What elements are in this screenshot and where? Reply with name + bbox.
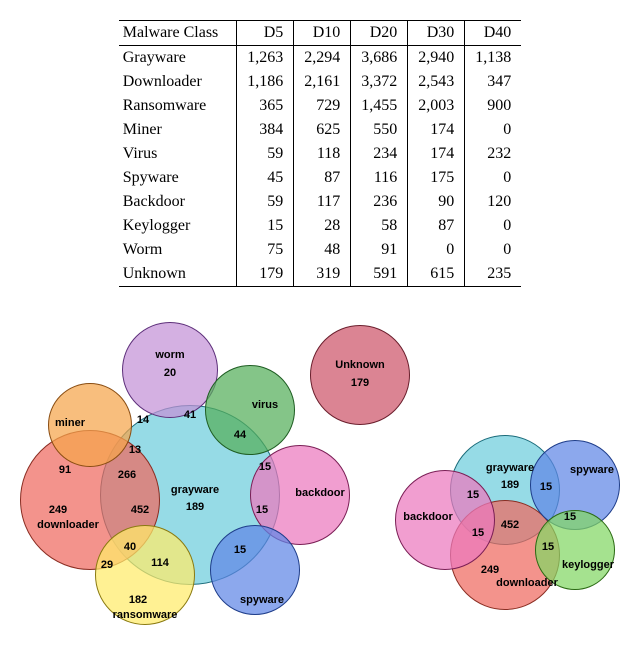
- table-cell: Miner: [119, 118, 237, 142]
- table-cell: 3,686: [351, 46, 408, 71]
- table-cell: 3,372: [351, 70, 408, 94]
- table-row: Virus59118234174232: [119, 142, 522, 166]
- table-cell: 15: [237, 214, 294, 238]
- table-cell: 0: [465, 214, 522, 238]
- table-cell: 116: [351, 166, 408, 190]
- table-cell: 2,161: [294, 70, 351, 94]
- table-cell: 59: [237, 190, 294, 214]
- table-cell: 2,940: [408, 46, 465, 71]
- table-cell: 45: [237, 166, 294, 190]
- table-cell: 48: [294, 238, 351, 262]
- table-cell: Keylogger: [119, 214, 237, 238]
- table-row: Ransomware3657291,4552,003900: [119, 94, 522, 118]
- col-header: D40: [465, 21, 522, 46]
- table-cell: Downloader: [119, 70, 237, 94]
- table-cell: 118: [294, 142, 351, 166]
- venn-circle-keylogger2: [535, 510, 615, 590]
- table-cell: Unknown: [119, 262, 237, 287]
- table-cell: 235: [465, 262, 522, 287]
- table-cell: 0: [408, 238, 465, 262]
- venn-circle-unknown: [310, 325, 410, 425]
- venn-circle-worm: [122, 322, 218, 418]
- table-row: Keylogger152858870: [119, 214, 522, 238]
- table-cell: 2,294: [294, 46, 351, 71]
- table-cell: 365: [237, 94, 294, 118]
- table-cell: 550: [351, 118, 408, 142]
- table-cell: 175: [408, 166, 465, 190]
- table-row: Miner3846255501740: [119, 118, 522, 142]
- table-cell: 319: [294, 262, 351, 287]
- table-cell: 87: [294, 166, 351, 190]
- table-cell: 900: [465, 94, 522, 118]
- table-row: Downloader1,1862,1613,3722,543347: [119, 70, 522, 94]
- table-cell: 174: [408, 118, 465, 142]
- table-cell: 59: [237, 142, 294, 166]
- table-cell: 2,003: [408, 94, 465, 118]
- table-cell: 120: [465, 190, 522, 214]
- table-cell: 729: [294, 94, 351, 118]
- col-header: Malware Class: [119, 21, 237, 46]
- table-cell: 87: [408, 214, 465, 238]
- table-cell: 1,263: [237, 46, 294, 71]
- table-cell: 232: [465, 142, 522, 166]
- venn-circle-ransomware: [95, 525, 195, 625]
- table-cell: 384: [237, 118, 294, 142]
- venn-circle-backdoor2: [395, 470, 495, 570]
- table-row: Spyware45871161750: [119, 166, 522, 190]
- table-cell: 0: [465, 166, 522, 190]
- venn-circle-miner: [48, 383, 132, 467]
- table-cell: 174: [408, 142, 465, 166]
- venn-circle-spyware: [210, 525, 300, 615]
- table-cell: Ransomware: [119, 94, 237, 118]
- malware-table-wrap: Malware Class D5 D10 D20 D30 D40 Graywar…: [30, 20, 610, 287]
- table-cell: 1,138: [465, 46, 522, 71]
- table-cell: 236: [351, 190, 408, 214]
- table-cell: 90: [408, 190, 465, 214]
- table-cell: 1,186: [237, 70, 294, 94]
- table-cell: 1,455: [351, 94, 408, 118]
- table-cell: 0: [465, 118, 522, 142]
- col-header: D30: [408, 21, 465, 46]
- table-cell: 234: [351, 142, 408, 166]
- venn-diagrams: wormminerdownloaderransomwaregraywarevir…: [30, 315, 630, 645]
- table-header-row: Malware Class D5 D10 D20 D30 D40: [119, 21, 522, 46]
- table-cell: 0: [465, 238, 522, 262]
- col-header: D10: [294, 21, 351, 46]
- table-cell: 625: [294, 118, 351, 142]
- table-cell: 2,543: [408, 70, 465, 94]
- table-row: Grayware1,2632,2943,6862,9401,138: [119, 46, 522, 71]
- malware-table: Malware Class D5 D10 D20 D30 D40 Graywar…: [119, 20, 522, 287]
- venn-circle-virus: [205, 365, 295, 455]
- table-cell: Spyware: [119, 166, 237, 190]
- table-cell: 117: [294, 190, 351, 214]
- table-cell: Grayware: [119, 46, 237, 71]
- table-cell: 58: [351, 214, 408, 238]
- table-cell: 91: [351, 238, 408, 262]
- table-row: Unknown179319591615235: [119, 262, 522, 287]
- table-cell: 615: [408, 262, 465, 287]
- table-cell: 179: [237, 262, 294, 287]
- col-header: D5: [237, 21, 294, 46]
- table-cell: Worm: [119, 238, 237, 262]
- table-row: Worm75489100: [119, 238, 522, 262]
- table-cell: Backdoor: [119, 190, 237, 214]
- table-row: Backdoor5911723690120: [119, 190, 522, 214]
- table-cell: 347: [465, 70, 522, 94]
- table-cell: 75: [237, 238, 294, 262]
- col-header: D20: [351, 21, 408, 46]
- table-cell: Virus: [119, 142, 237, 166]
- table-cell: 28: [294, 214, 351, 238]
- table-cell: 591: [351, 262, 408, 287]
